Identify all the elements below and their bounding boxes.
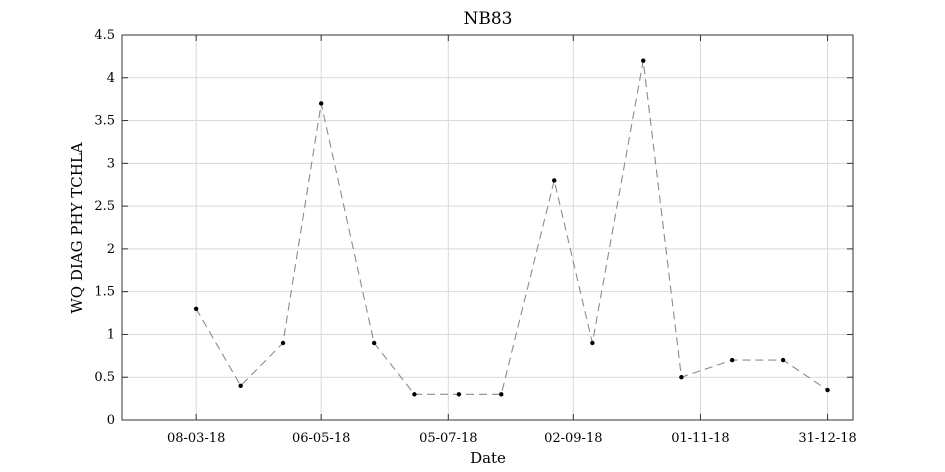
plot-frame [121,34,854,421]
x-tick-label: 06-05-18 [292,431,350,446]
y-tick-label: 4.5 [94,28,115,43]
data-point [193,306,199,311]
series-line [195,60,828,395]
data-point [590,340,595,346]
x-tick-label: 02-09-18 [544,431,602,446]
data-point [730,357,735,363]
data-point [641,58,646,63]
data-point [456,392,462,397]
data-point [412,392,417,397]
y-tick-label: 0.5 [94,370,115,385]
data-point [238,383,243,388]
x-tick-label: 31-12-18 [798,431,856,446]
y-tick-label: 4 [107,71,115,86]
x-axis-label: Date [470,449,506,467]
y-tick-label: 2 [107,242,115,257]
data-point [499,392,504,397]
y-tick-label: 0 [107,413,115,428]
y-axis: 0 0.5 1 1.5 2 2.5 3 3.5 4 4.5 [94,28,853,428]
y-tick-label: 1.5 [94,285,115,300]
data-point [280,340,286,346]
data-point [825,387,830,393]
x-tick-label: 05-07-18 [419,431,477,446]
y-tick-label: 2.5 [94,199,115,214]
data-point [552,178,557,183]
data-point [679,375,684,380]
x-tick-label: 08-03-18 [167,431,225,446]
y-axis-label: WQ DIAG PHY TCHLA [68,142,86,313]
data-point [780,357,786,363]
data-point [318,101,324,106]
x-tick-label: 01-11-18 [671,431,729,446]
y-tick-label: 1 [107,327,115,342]
data-points [193,58,830,397]
chart-title: NB83 [464,9,513,29]
grid [122,34,853,421]
data-point [371,340,377,346]
y-tick-label: 3 [107,156,115,171]
y-tick-label: 3.5 [94,114,115,129]
x-axis: 08-03-18 06-05-18 05-07-18 02-09-18 01-11-18… [167,35,857,446]
